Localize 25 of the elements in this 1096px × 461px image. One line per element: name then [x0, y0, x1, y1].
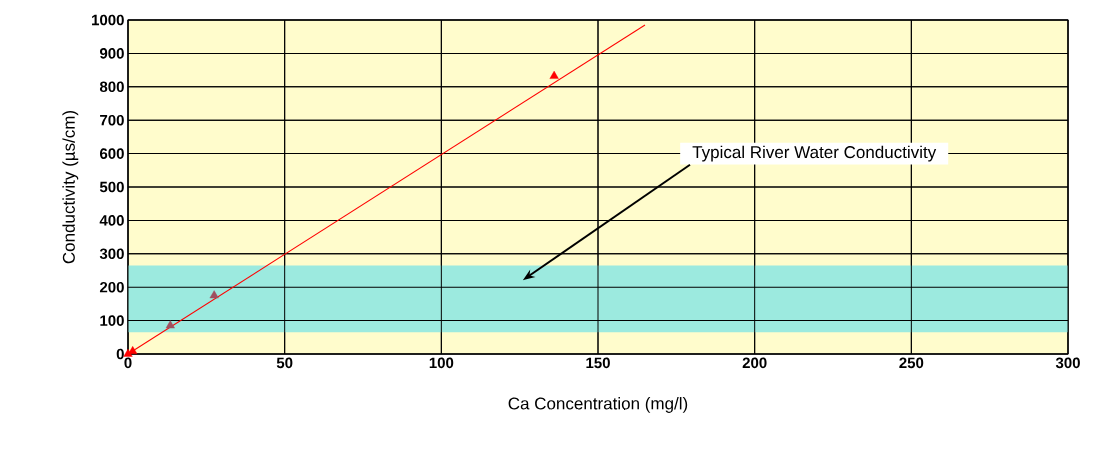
- y-tick-label: 1000: [92, 14, 124, 26]
- y-tick-label: 900: [99, 48, 124, 59]
- x-tick-label: 150: [586, 357, 610, 369]
- y-tick-label: 0: [116, 348, 124, 360]
- y-tick-label: 500: [99, 181, 124, 193]
- x-tick-label: 50: [276, 357, 293, 369]
- x-tick-label: 200: [742, 357, 767, 369]
- y-tick-label: 200: [99, 281, 124, 293]
- y-tick-label: 700: [100, 114, 124, 126]
- x-tick-label: 0: [124, 357, 132, 369]
- point: [209, 290, 219, 299]
- y-tick-label: 100: [100, 315, 124, 326]
- point: [165, 320, 175, 329]
- point: [128, 346, 138, 355]
- x-tick-label: 100: [429, 357, 454, 369]
- y-axis-title: Conductivity (µs/cm): [62, 110, 79, 264]
- x-tick-label: 250: [899, 357, 924, 369]
- y-tick-label: 800: [99, 81, 124, 93]
- y-tick-label: 400: [99, 215, 124, 226]
- x-tick-label: 300: [1055, 357, 1080, 369]
- point: [549, 70, 559, 79]
- annotation: Typical River Water Conductivity: [692, 145, 937, 162]
- y-tick-label: 600: [99, 148, 124, 159]
- y-tick-label: 300: [99, 248, 124, 260]
- x-axis-title: Ca Concentration (mg/l): [508, 397, 688, 413]
